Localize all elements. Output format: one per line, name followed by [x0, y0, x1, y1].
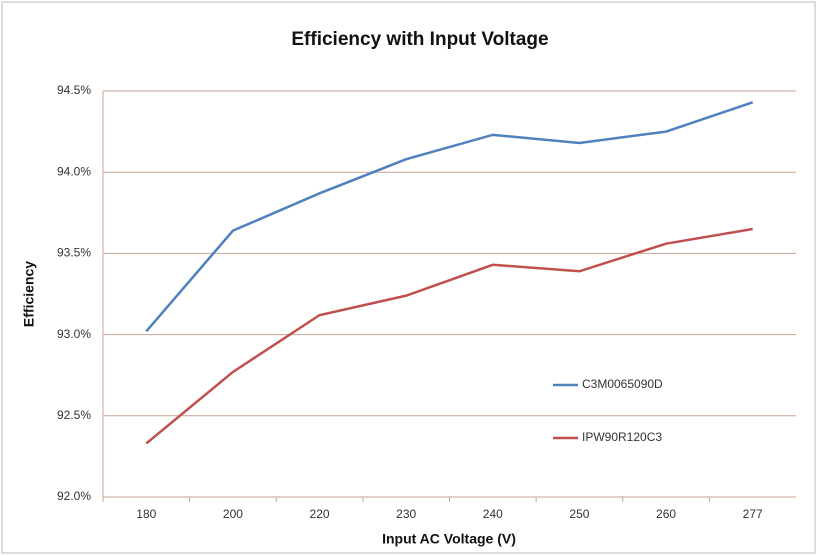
x-tick-label: 260 — [656, 507, 676, 521]
y-tick-label: 93.0% — [57, 327, 91, 341]
x-tick-label: 277 — [743, 507, 763, 521]
x-tick-label: 240 — [483, 507, 503, 521]
y-tick-label: 92.0% — [57, 489, 91, 503]
x-tick-label: 250 — [569, 507, 589, 521]
series-line — [145, 101, 754, 333]
x-tick-label: 200 — [223, 507, 243, 521]
x-tick-label: 220 — [310, 507, 330, 521]
y-tick-label: 94.5% — [57, 83, 91, 97]
y-tick-label: 93.5% — [57, 246, 91, 260]
legend-label: C3M0065090D — [582, 377, 663, 391]
series-line — [145, 227, 753, 445]
y-tick-label: 94.0% — [57, 164, 91, 178]
x-tick-label: 230 — [396, 507, 416, 521]
y-axis-title: Efficiency — [21, 261, 37, 327]
legend-label: IPW90R120C3 — [582, 430, 662, 444]
x-tick-label: 180 — [136, 507, 156, 521]
chart-title: Efficiency with Input Voltage — [291, 29, 548, 50]
y-tick-label: 92.5% — [57, 408, 91, 422]
x-axis-title: Input AC Voltage (V) — [382, 531, 516, 547]
